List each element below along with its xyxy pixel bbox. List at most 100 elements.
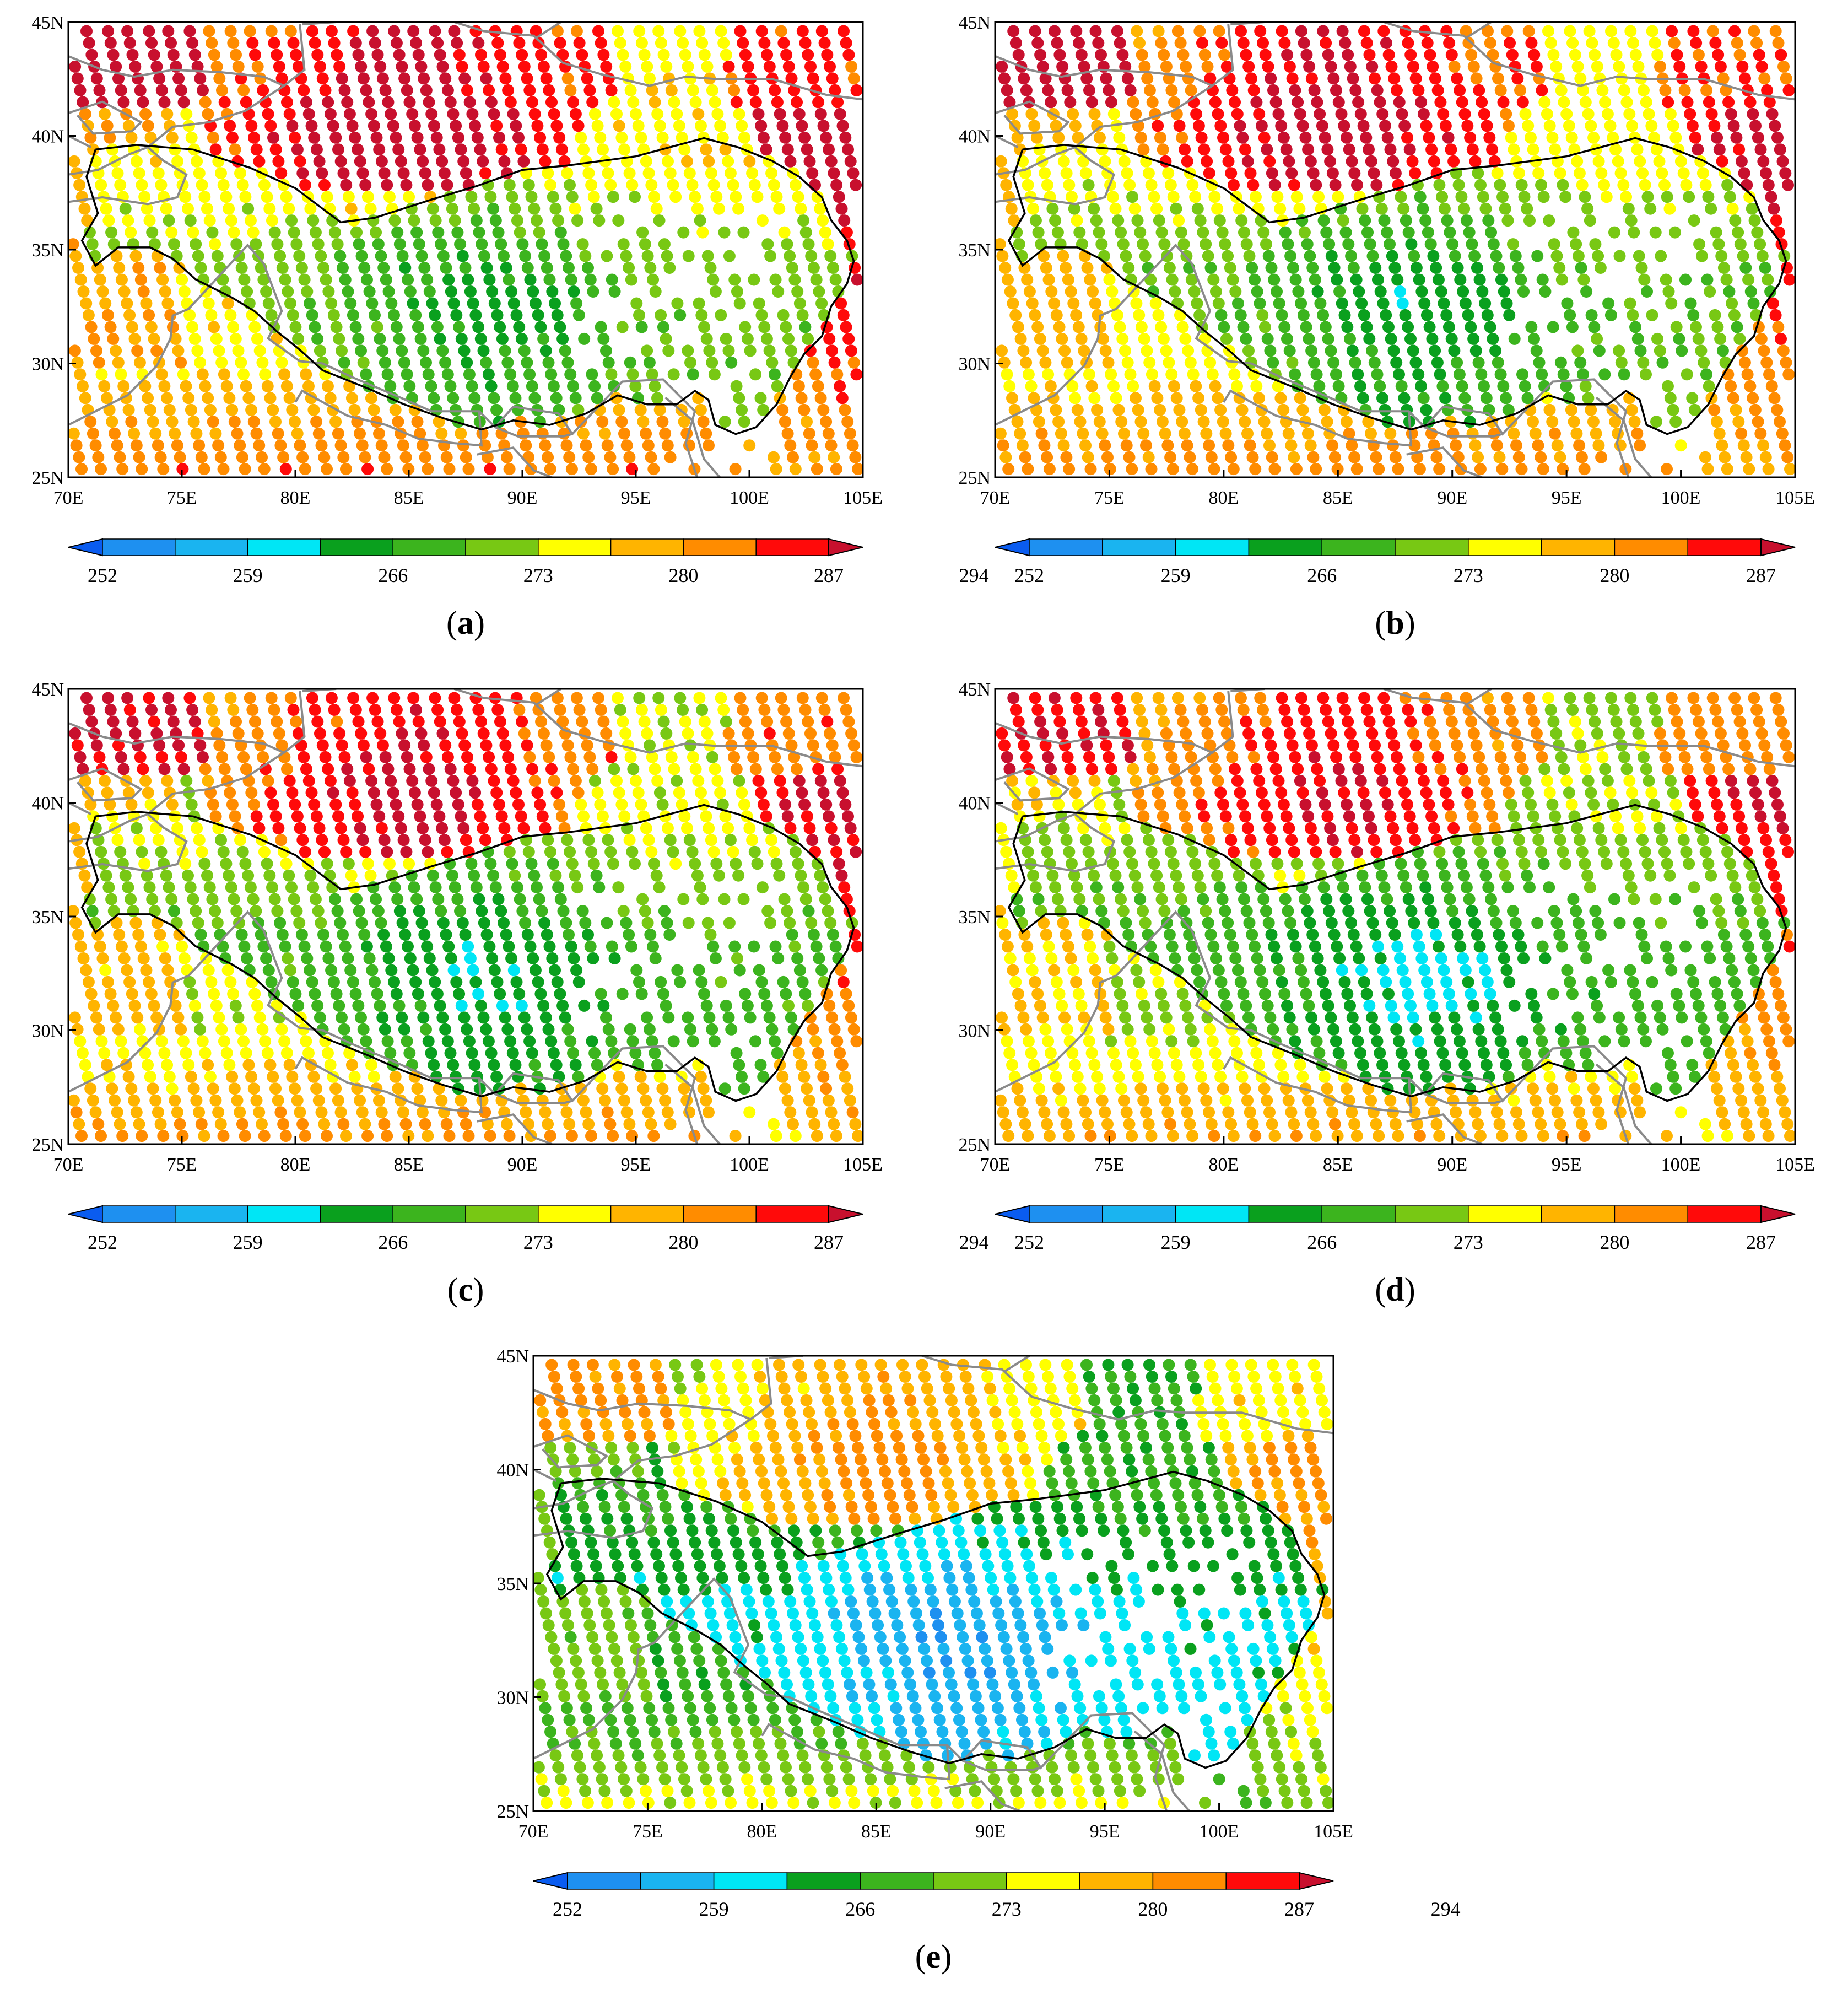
data-point: [253, 1011, 266, 1024]
data-point: [620, 439, 633, 452]
data-point: [834, 1047, 846, 1059]
data-point: [600, 60, 613, 73]
data-point: [1109, 869, 1122, 882]
data-point: [651, 1059, 663, 1071]
data-point: [1289, 1035, 1301, 1048]
data-point: [1656, 167, 1668, 180]
data-point: [453, 321, 466, 333]
data-point: [1466, 427, 1479, 440]
data-point: [1053, 715, 1066, 728]
data-point: [569, 774, 582, 787]
data-point: [1472, 356, 1485, 369]
data-points: [68, 25, 863, 476]
data-point: [201, 202, 213, 215]
data-point: [267, 403, 279, 416]
data-point: [1212, 1059, 1224, 1071]
data-point: [590, 869, 603, 882]
data-point: [1103, 751, 1115, 763]
data-point: [383, 191, 396, 203]
data-point: [193, 834, 206, 847]
data-point: [500, 929, 512, 941]
data-point: [1096, 810, 1109, 823]
data-point: [306, 309, 318, 321]
data-point: [161, 964, 174, 977]
data-point: [1759, 262, 1771, 274]
data-point: [1173, 403, 1186, 416]
data-point: [473, 893, 485, 905]
data-point: [1138, 727, 1151, 740]
data-point: [570, 692, 583, 704]
data-point: [828, 1118, 840, 1130]
data-point: [644, 72, 656, 85]
data-point: [101, 975, 114, 988]
data-point: [749, 96, 762, 109]
data-point: [197, 84, 209, 96]
data-point: [1249, 463, 1262, 476]
data-point: [235, 262, 248, 274]
data-point: [410, 37, 422, 49]
data-point: [637, 1082, 650, 1095]
data-point: [801, 1082, 813, 1095]
data-point: [592, 692, 604, 704]
data-point: [231, 1094, 244, 1107]
data-point: [143, 975, 155, 988]
data-point: [138, 191, 151, 203]
data-point: [161, 297, 174, 310]
y-tick-label: 45N: [31, 13, 64, 33]
data-point: [1057, 439, 1070, 452]
data-point: [1299, 131, 1312, 144]
data-point: [374, 332, 386, 345]
data-point: [1256, 975, 1269, 988]
data-point: [95, 463, 107, 476]
data-point: [1212, 297, 1225, 310]
data-point: [531, 786, 544, 799]
data-point: [1191, 297, 1203, 310]
data-point: [1075, 332, 1088, 345]
data-point: [1050, 975, 1063, 988]
data-point: [525, 191, 538, 203]
data-point: [635, 704, 648, 716]
data-point: [1078, 60, 1090, 73]
data-point: [1239, 416, 1251, 428]
data-point: [334, 155, 347, 168]
data-point: [1634, 155, 1646, 168]
colorbar-segment: [755, 1205, 829, 1223]
data-point: [1072, 131, 1084, 144]
data-point: [410, 893, 423, 905]
data-point: [525, 858, 538, 870]
data-point: [1649, 37, 1661, 49]
data-point: [1191, 964, 1203, 977]
data-point: [682, 250, 695, 262]
data-point: [567, 763, 580, 775]
data-point: [1234, 786, 1246, 799]
data-point: [399, 262, 412, 274]
data-point: [443, 463, 456, 476]
colorbar-segment: [1029, 538, 1103, 556]
data-point: [1258, 798, 1271, 811]
data-point: [421, 273, 434, 286]
data-point: [513, 988, 526, 1000]
data-point: [682, 1011, 694, 1024]
data-point: [509, 1059, 522, 1071]
data-point: [102, 881, 115, 894]
data-point: [1192, 392, 1205, 405]
data-point: [1735, 155, 1748, 168]
data-point: [307, 1070, 320, 1083]
data-point: [601, 1106, 614, 1119]
data-point: [536, 905, 548, 918]
data-point: [551, 975, 564, 988]
data-point: [526, 1047, 538, 1059]
data-point: [1708, 120, 1721, 132]
data-point: [494, 715, 506, 728]
data-point: [248, 798, 260, 811]
data-point: [1216, 893, 1229, 905]
data-point: [275, 834, 288, 847]
data-point: [1082, 1118, 1094, 1130]
data-point: [1179, 143, 1191, 156]
data-point: [719, 810, 732, 823]
data-point: [652, 692, 665, 704]
data-point: [1443, 37, 1456, 49]
x-tick-label: 85E: [1323, 488, 1353, 508]
data-point: [1032, 893, 1045, 905]
data-point: [796, 25, 809, 37]
